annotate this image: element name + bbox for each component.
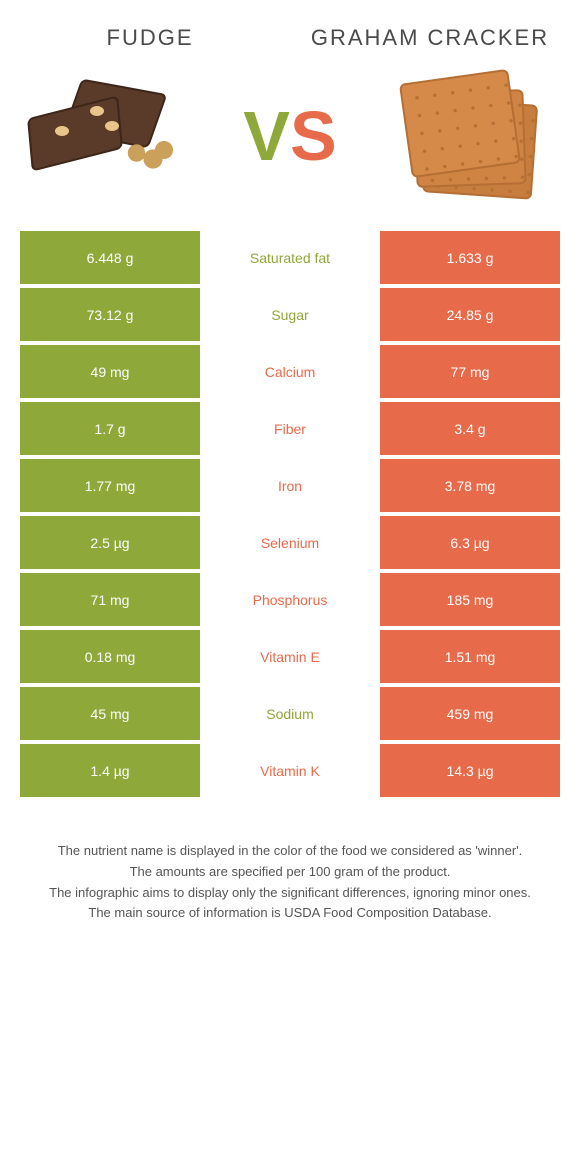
left-value-cell: 73.12 g — [20, 288, 200, 341]
left-value-cell: 1.77 mg — [20, 459, 200, 512]
nutrient-name-cell: Sodium — [200, 687, 380, 740]
graham-cracker-image — [380, 71, 560, 201]
nutrient-name-cell: Vitamin K — [200, 744, 380, 797]
left-value-cell: 45 mg — [20, 687, 200, 740]
vs-label: VS — [243, 101, 336, 171]
footer-line: The amounts are specified per 100 gram o… — [30, 862, 550, 883]
nutrient-name-cell: Fiber — [200, 402, 380, 455]
table-row: 45 mgSodium459 mg — [20, 687, 560, 740]
table-row: 73.12 gSugar24.85 g — [20, 288, 560, 341]
nutrient-name-cell: Phosphorus — [200, 573, 380, 626]
right-value-cell: 1.633 g — [380, 231, 560, 284]
nutrient-name-cell: Calcium — [200, 345, 380, 398]
nutrient-name-cell: Sugar — [200, 288, 380, 341]
table-row: 1.77 mgIron3.78 mg — [20, 459, 560, 512]
left-food-title: Fudge — [10, 25, 290, 51]
table-row: 0.18 mgVitamin E1.51 mg — [20, 630, 560, 683]
table-row: 71 mgPhosphorus185 mg — [20, 573, 560, 626]
left-value-cell: 1.4 µg — [20, 744, 200, 797]
right-value-cell: 1.51 mg — [380, 630, 560, 683]
footer-line: The infographic aims to display only the… — [30, 883, 550, 904]
nutrient-name-cell: Iron — [200, 459, 380, 512]
right-food-title: Graham Cracker — [290, 25, 570, 51]
vs-s-letter: S — [290, 97, 337, 175]
vs-row: VS — [0, 61, 580, 231]
table-row: 1.4 µgVitamin K14.3 µg — [20, 744, 560, 797]
left-value-cell: 49 mg — [20, 345, 200, 398]
fudge-image — [20, 71, 200, 201]
right-value-cell: 14.3 µg — [380, 744, 560, 797]
right-value-cell: 24.85 g — [380, 288, 560, 341]
footer-line: The main source of information is USDA F… — [30, 903, 550, 924]
right-value-cell: 185 mg — [380, 573, 560, 626]
footer-notes: The nutrient name is displayed in the co… — [0, 801, 580, 924]
nutrient-name-cell: Saturated fat — [200, 231, 380, 284]
left-value-cell: 71 mg — [20, 573, 200, 626]
nutrient-table: 6.448 gSaturated fat1.633 g73.12 gSugar2… — [20, 231, 560, 797]
table-row: 2.5 µgSelenium6.3 µg — [20, 516, 560, 569]
footer-line: The nutrient name is displayed in the co… — [30, 841, 550, 862]
table-row: 1.7 gFiber3.4 g — [20, 402, 560, 455]
header: Fudge Graham Cracker — [0, 0, 580, 61]
right-value-cell: 3.4 g — [380, 402, 560, 455]
nutrient-name-cell: Selenium — [200, 516, 380, 569]
right-value-cell: 77 mg — [380, 345, 560, 398]
right-value-cell: 6.3 µg — [380, 516, 560, 569]
vs-v-letter: V — [243, 97, 290, 175]
left-value-cell: 0.18 mg — [20, 630, 200, 683]
nutrient-name-cell: Vitamin E — [200, 630, 380, 683]
left-value-cell: 2.5 µg — [20, 516, 200, 569]
right-value-cell: 3.78 mg — [380, 459, 560, 512]
table-row: 6.448 gSaturated fat1.633 g — [20, 231, 560, 284]
left-value-cell: 1.7 g — [20, 402, 200, 455]
table-row: 49 mgCalcium77 mg — [20, 345, 560, 398]
right-value-cell: 459 mg — [380, 687, 560, 740]
left-value-cell: 6.448 g — [20, 231, 200, 284]
